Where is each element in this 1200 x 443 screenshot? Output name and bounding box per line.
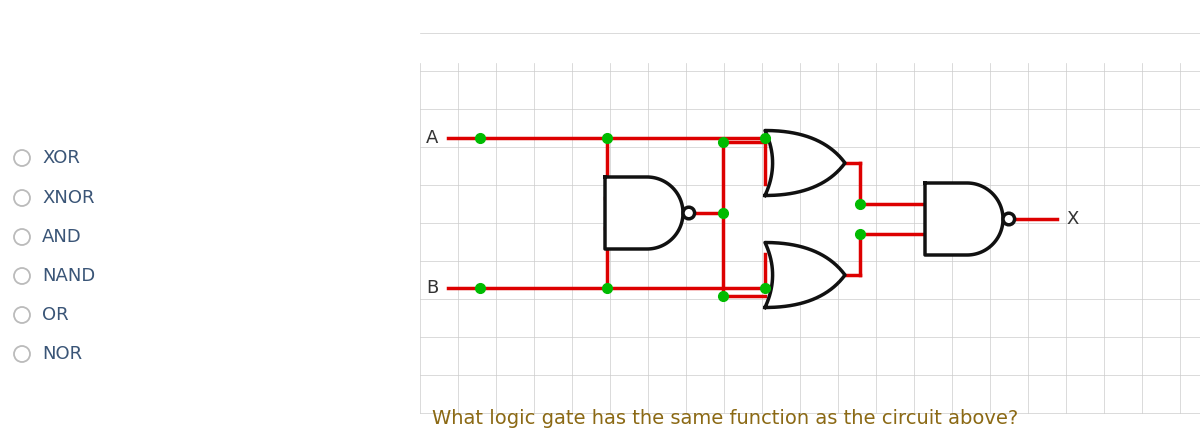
Polygon shape: [766, 242, 845, 307]
Text: XOR: XOR: [42, 149, 80, 167]
Polygon shape: [605, 177, 683, 249]
Text: OR: OR: [42, 306, 68, 324]
Text: NOR: NOR: [42, 345, 82, 363]
Text: XNOR: XNOR: [42, 189, 95, 207]
Text: X: X: [1067, 210, 1079, 228]
Text: NAND: NAND: [42, 267, 95, 285]
Text: AND: AND: [42, 228, 82, 246]
Text: B: B: [426, 279, 438, 297]
Polygon shape: [925, 183, 1003, 255]
Text: A: A: [426, 129, 438, 147]
Polygon shape: [766, 131, 845, 195]
Circle shape: [1003, 213, 1015, 225]
Circle shape: [683, 207, 695, 219]
Text: What logic gate has the same function as the circuit above?: What logic gate has the same function as…: [432, 409, 1018, 428]
